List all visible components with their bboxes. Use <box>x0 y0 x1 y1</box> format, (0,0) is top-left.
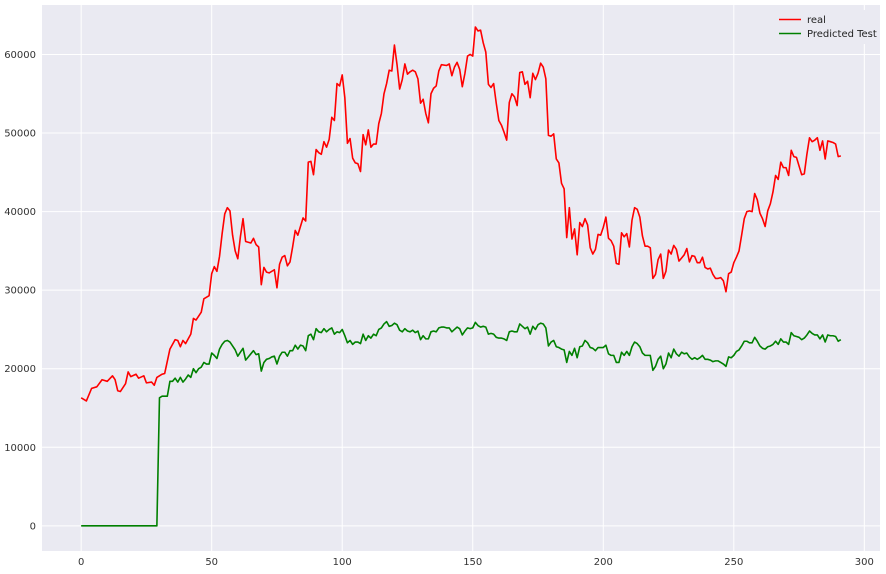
y-tick-label: 30000 <box>4 286 36 297</box>
y-tick-label: 60000 <box>4 50 36 61</box>
x-tick-label: 300 <box>855 557 874 568</box>
x-tick-label: 50 <box>205 557 218 568</box>
grid-lines <box>42 5 880 551</box>
legend-label-predicted-test: Predicted Test <box>807 29 877 40</box>
y-axis-ticks: 0 10000 20000 30000 40000 50000 60000 <box>4 50 36 532</box>
series-line-predicted-test <box>81 320 842 527</box>
x-tick-label: 200 <box>594 557 613 568</box>
y-tick-label: 0 <box>30 521 36 532</box>
x-tick-label: 250 <box>724 557 743 568</box>
x-tick-label: 0 <box>78 557 84 568</box>
series-line-real <box>80 26 842 402</box>
x-tick-label: 100 <box>333 557 352 568</box>
legend-label-real: real <box>807 15 826 26</box>
plot-background <box>42 5 880 551</box>
y-tick-label: 10000 <box>4 443 36 454</box>
y-tick-label: 40000 <box>4 207 36 218</box>
x-tick-label: 150 <box>463 557 482 568</box>
y-tick-label: 50000 <box>4 129 36 140</box>
legend-box <box>772 10 876 44</box>
x-axis-ticks: 0 50 100 150 200 250 300 <box>78 557 874 568</box>
y-tick-label: 20000 <box>4 364 36 375</box>
series-layer <box>80 26 842 527</box>
legend: real Predicted Test <box>772 10 877 44</box>
